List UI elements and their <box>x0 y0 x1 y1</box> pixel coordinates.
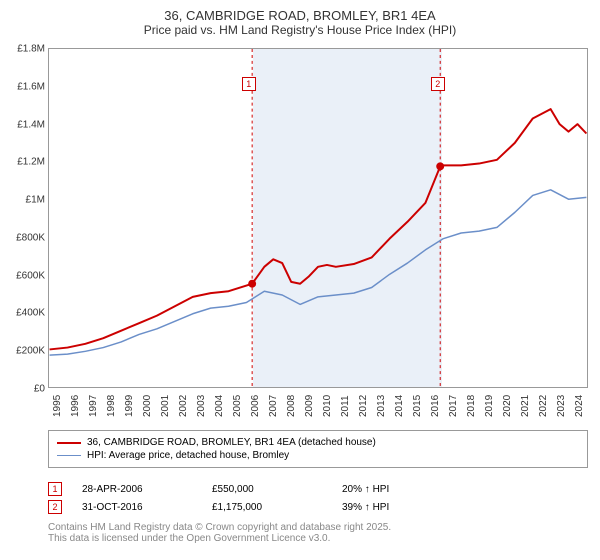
y-tick-label: £1M <box>26 195 49 206</box>
y-tick-label: £1.2M <box>17 157 49 168</box>
annotation-marker: 2 <box>48 500 62 514</box>
x-tick-label: 2022 <box>538 395 549 417</box>
chart-container: 36, CAMBRIDGE ROAD, BROMLEY, BR1 4EA Pri… <box>0 0 600 560</box>
x-tick-label: 2004 <box>214 395 225 417</box>
footer-text: Contains HM Land Registry data © Crown c… <box>48 522 391 544</box>
y-tick-label: £1.4M <box>17 119 49 130</box>
legend-swatch <box>57 455 81 456</box>
x-tick-label: 2018 <box>466 395 477 417</box>
x-tick-label: 1997 <box>88 395 99 417</box>
x-tick-label: 2008 <box>286 395 297 417</box>
plot-area: £0£200K£400K£600K£800K£1M£1.2M£1.4M£1.6M… <box>48 48 588 388</box>
x-tick-label: 2012 <box>358 395 369 417</box>
x-tick-label: 2005 <box>232 395 243 417</box>
legend-box: 36, CAMBRIDGE ROAD, BROMLEY, BR1 4EA (de… <box>48 430 588 468</box>
x-tick-label: 2001 <box>160 395 171 417</box>
legend-label: 36, CAMBRIDGE ROAD, BROMLEY, BR1 4EA (de… <box>87 437 376 448</box>
x-tick-label: 2016 <box>430 395 441 417</box>
x-tick-label: 2024 <box>574 395 585 417</box>
annotation-table: 1 28-APR-2006 £550,000 20% ↑ HPI 2 31-OCT-201… <box>48 478 588 518</box>
x-tick-label: 2014 <box>394 395 405 417</box>
x-tick-label: 2009 <box>304 395 315 417</box>
annotation-row: 2 31-OCT-2016 £1,175,000 39% ↑ HPI <box>48 500 588 514</box>
x-tick-label: 2015 <box>412 395 423 417</box>
x-tick-label: 2017 <box>448 395 459 417</box>
y-tick-label: £200K <box>16 346 49 357</box>
x-tick-label: 2003 <box>196 395 207 417</box>
footer-line2: This data is licensed under the Open Gov… <box>48 533 391 544</box>
x-tick-label: 1999 <box>124 395 135 417</box>
x-tick-label: 2019 <box>484 395 495 417</box>
annotation-delta: 39% ↑ HPI <box>342 502 389 513</box>
legend-item: 36, CAMBRIDGE ROAD, BROMLEY, BR1 4EA (de… <box>57 437 579 448</box>
legend-swatch <box>57 442 81 444</box>
footer-line1: Contains HM Land Registry data © Crown c… <box>48 522 391 533</box>
annotation-delta: 20% ↑ HPI <box>342 484 389 495</box>
annotation-price: £1,175,000 <box>212 502 322 513</box>
x-tick-label: 2010 <box>322 395 333 417</box>
annotation-date: 31-OCT-2016 <box>82 502 192 513</box>
y-tick-label: £1.8M <box>17 44 49 55</box>
sale-marker-label: 1 <box>242 77 256 91</box>
x-tick-label: 2000 <box>142 395 153 417</box>
y-tick-label: £600K <box>16 270 49 281</box>
x-tick-label: 2013 <box>376 395 387 417</box>
x-tick-label: 1996 <box>70 395 81 417</box>
x-tick-label: 2007 <box>268 395 279 417</box>
title-line1: 36, CAMBRIDGE ROAD, BROMLEY, BR1 4EA <box>0 8 600 23</box>
y-tick-label: £1.6M <box>17 81 49 92</box>
sale-marker-dot <box>436 162 444 170</box>
annotation-price: £550,000 <box>212 484 322 495</box>
sale-marker-dot <box>248 280 256 288</box>
y-tick-label: £800K <box>16 232 49 243</box>
title-line2: Price paid vs. HM Land Registry's House … <box>0 23 600 37</box>
series-line <box>50 190 587 355</box>
annotation-row: 1 28-APR-2006 £550,000 20% ↑ HPI <box>48 482 588 496</box>
chart-title: 36, CAMBRIDGE ROAD, BROMLEY, BR1 4EA Pri… <box>0 0 600 41</box>
x-tick-label: 2023 <box>556 395 567 417</box>
y-tick-label: £0 <box>34 384 49 395</box>
x-tick-label: 2002 <box>178 395 189 417</box>
annotation-date: 28-APR-2006 <box>82 484 192 495</box>
legend-label: HPI: Average price, detached house, Brom… <box>87 450 289 461</box>
x-tick-label: 1998 <box>106 395 117 417</box>
legend-item: HPI: Average price, detached house, Brom… <box>57 450 579 461</box>
x-tick-label: 2021 <box>520 395 531 417</box>
x-tick-label: 1995 <box>52 395 63 417</box>
x-tick-label: 2020 <box>502 395 513 417</box>
chart-lines <box>49 49 587 387</box>
series-line <box>50 109 587 349</box>
x-tick-label: 2006 <box>250 395 261 417</box>
x-tick-label: 2011 <box>340 395 351 417</box>
annotation-marker: 1 <box>48 482 62 496</box>
y-tick-label: £400K <box>16 308 49 319</box>
sale-marker-label: 2 <box>431 77 445 91</box>
